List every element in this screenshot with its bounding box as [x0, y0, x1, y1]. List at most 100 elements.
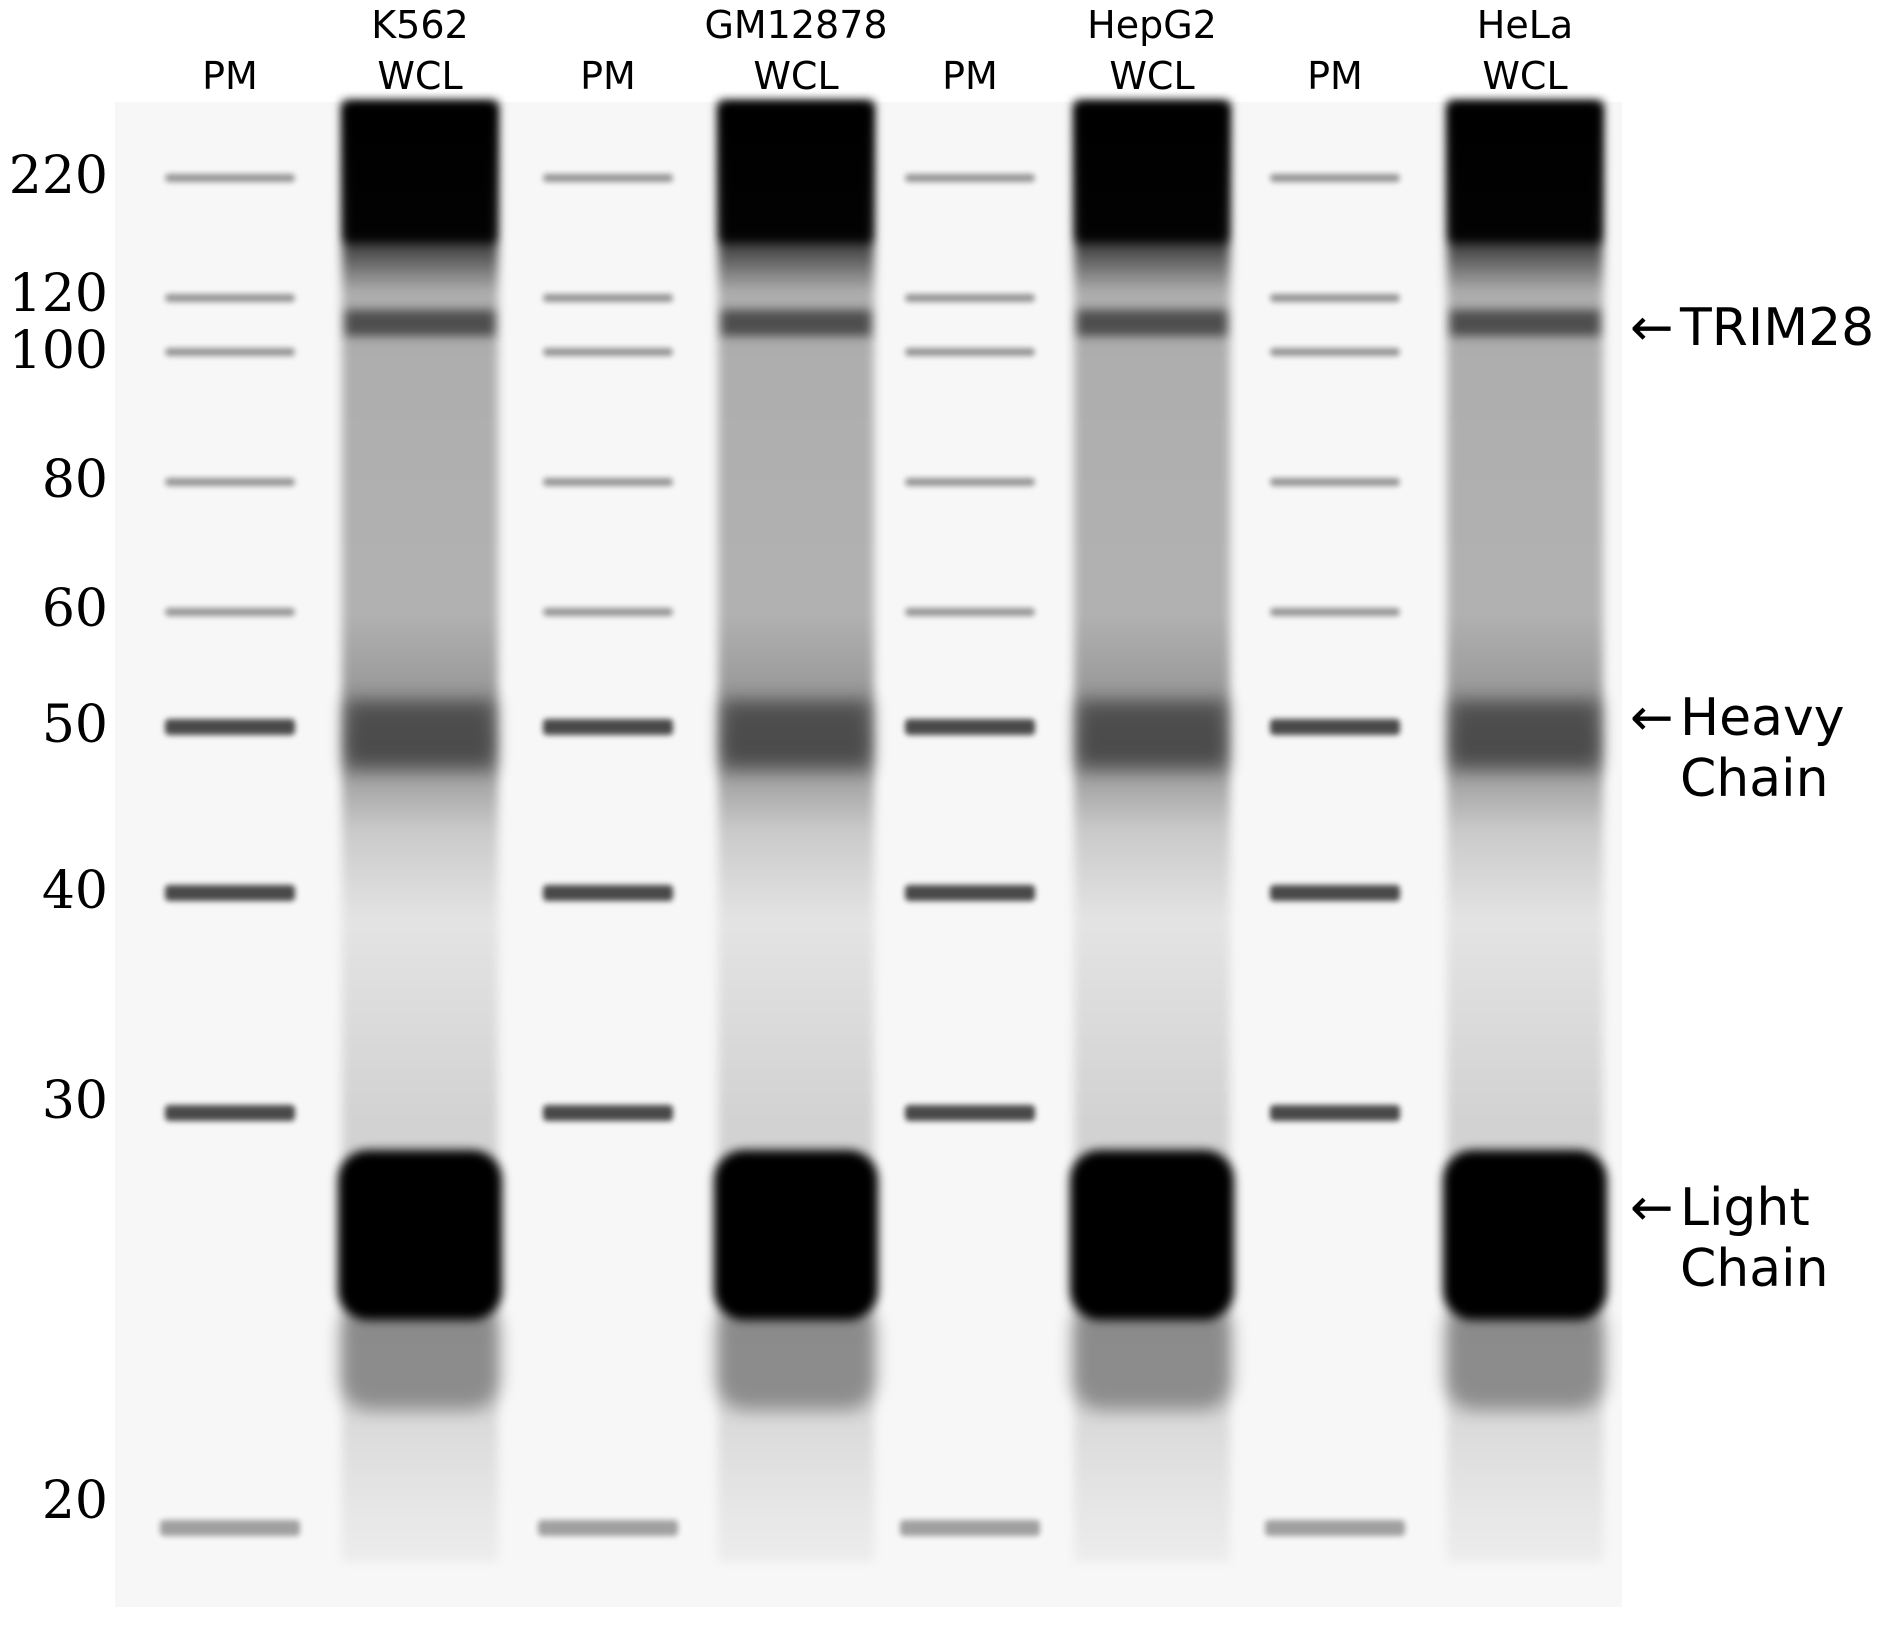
annotation: ← TRIM28	[1630, 298, 1874, 358]
trim28-band	[1450, 310, 1600, 336]
ladder-band	[1270, 348, 1400, 356]
ladder-band	[543, 348, 673, 356]
heavy-chain-band	[721, 700, 871, 770]
light-chain-tail	[1072, 1300, 1232, 1410]
ladder-band	[905, 1105, 1035, 1121]
heavy-chain-band	[1450, 700, 1600, 770]
lane-label-bottom: PM	[580, 54, 636, 98]
ladder-band	[543, 885, 673, 901]
lane-label-bottom: PM	[1307, 54, 1363, 98]
lane-label-bottom: WCL	[377, 54, 462, 98]
ladder-band	[543, 294, 673, 302]
ladder-band	[165, 608, 295, 616]
lane-label-bottom: WCL	[1482, 54, 1567, 98]
ladder-band	[1265, 1520, 1405, 1536]
ladder-band	[165, 885, 295, 901]
ladder-band	[165, 294, 295, 302]
ladder-band	[1270, 885, 1400, 901]
light-chain-band	[1070, 1150, 1234, 1320]
mw-label: 220	[9, 146, 108, 206]
marker-lane	[1265, 174, 1405, 1536]
light-chain-tail	[1445, 1300, 1605, 1410]
high-mw-band	[721, 102, 871, 242]
ladder-band	[1270, 719, 1400, 735]
heavy-chain-band	[1077, 700, 1227, 770]
lysate-lane	[714, 102, 878, 1562]
ladder-band	[165, 719, 295, 735]
ladder-band	[165, 1105, 295, 1121]
ladder-band	[905, 294, 1035, 302]
ladder-band	[543, 719, 673, 735]
left-arrow-icon: ←	[1630, 1178, 1674, 1238]
ladder-band	[538, 1520, 678, 1536]
annotation-label: Chain	[1680, 1239, 1829, 1299]
heavy-chain-band	[345, 700, 495, 770]
annotation-label: Heavy	[1680, 688, 1845, 748]
lane-label-bottom: WCL	[1109, 54, 1194, 98]
lane-label-bottom: PM	[942, 54, 998, 98]
annotation-label: Light	[1680, 1178, 1810, 1238]
mw-label: 60	[42, 579, 108, 639]
light-chain-band	[1443, 1150, 1607, 1320]
mw-label: 100	[9, 321, 108, 381]
lane-label-top: HepG2	[1087, 3, 1217, 47]
high-mw-band	[1077, 102, 1227, 242]
trim28-band	[345, 310, 495, 336]
mw-label: 30	[42, 1071, 108, 1131]
mw-label: 120	[9, 264, 108, 324]
mw-label: 40	[42, 861, 108, 921]
light-chain-band	[338, 1150, 502, 1320]
marker-lane	[538, 174, 678, 1536]
lane-labels: PM K562 WCL PM GM12878 WCL PM HepG2 WCL PM HeLa WCL	[202, 3, 1573, 98]
ladder-band	[1270, 478, 1400, 486]
left-arrow-icon: ←	[1630, 688, 1674, 748]
ladder-band	[543, 478, 673, 486]
ladder-band	[905, 719, 1035, 735]
annotation-label: TRIM28	[1679, 298, 1874, 358]
lane-label-top: GM12878	[704, 3, 887, 47]
lane-label-top: K562	[371, 3, 468, 47]
mw-label: 80	[42, 450, 108, 510]
light-chain-tail	[716, 1300, 876, 1410]
ladder-band	[543, 174, 673, 182]
ladder-band	[905, 885, 1035, 901]
light-chain-band	[714, 1150, 878, 1320]
ladder-band	[905, 348, 1035, 356]
ladder-band	[165, 348, 295, 356]
high-mw-band	[1450, 102, 1600, 242]
ladder-band	[543, 608, 673, 616]
ladder-band	[1270, 174, 1400, 182]
ladder-band	[543, 1105, 673, 1121]
marker-lane	[160, 174, 300, 1536]
ladder-band	[1270, 294, 1400, 302]
marker-lane	[900, 174, 1040, 1536]
lane-label-bottom: WCL	[753, 54, 838, 98]
high-mw-band	[345, 102, 495, 242]
trim28-band	[721, 310, 871, 336]
ladder-band	[165, 174, 295, 182]
lysate-lane	[1070, 102, 1234, 1562]
ladder-band	[165, 478, 295, 486]
mw-label: 50	[42, 695, 108, 755]
lysate-lane	[338, 102, 502, 1562]
trim28-band	[1077, 310, 1227, 336]
ladder-band	[905, 608, 1035, 616]
ladder-band	[900, 1520, 1040, 1536]
ladder-band	[1270, 608, 1400, 616]
ladder-band	[1270, 1105, 1400, 1121]
lysate-lane	[1443, 102, 1607, 1562]
annotation-label: Chain	[1680, 749, 1829, 809]
left-arrow-icon: ←	[1630, 298, 1674, 358]
ladder-band	[160, 1520, 300, 1536]
lanes-layer	[160, 102, 1607, 1562]
lane-label-bottom: PM	[202, 54, 258, 98]
ladder-band	[905, 478, 1035, 486]
lane-label-top: HeLa	[1477, 3, 1573, 47]
mw-label: 20	[42, 1471, 108, 1531]
ladder-band	[905, 174, 1035, 182]
